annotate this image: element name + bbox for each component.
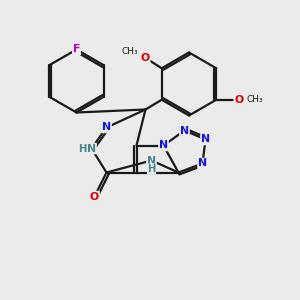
Text: CH₃: CH₃	[121, 46, 138, 56]
Text: H: H	[78, 143, 86, 154]
Text: N: N	[180, 125, 189, 136]
Text: O: O	[234, 95, 243, 105]
Text: O: O	[141, 53, 150, 63]
Text: N: N	[159, 140, 168, 151]
Text: N: N	[147, 155, 156, 166]
Text: F: F	[73, 44, 80, 55]
Text: CH₃: CH₃	[246, 95, 263, 104]
Text: N: N	[102, 122, 111, 133]
Text: O: O	[90, 191, 99, 202]
Text: H: H	[147, 164, 156, 174]
Text: N: N	[87, 143, 96, 154]
Text: N: N	[198, 158, 207, 169]
Text: N: N	[201, 134, 210, 145]
